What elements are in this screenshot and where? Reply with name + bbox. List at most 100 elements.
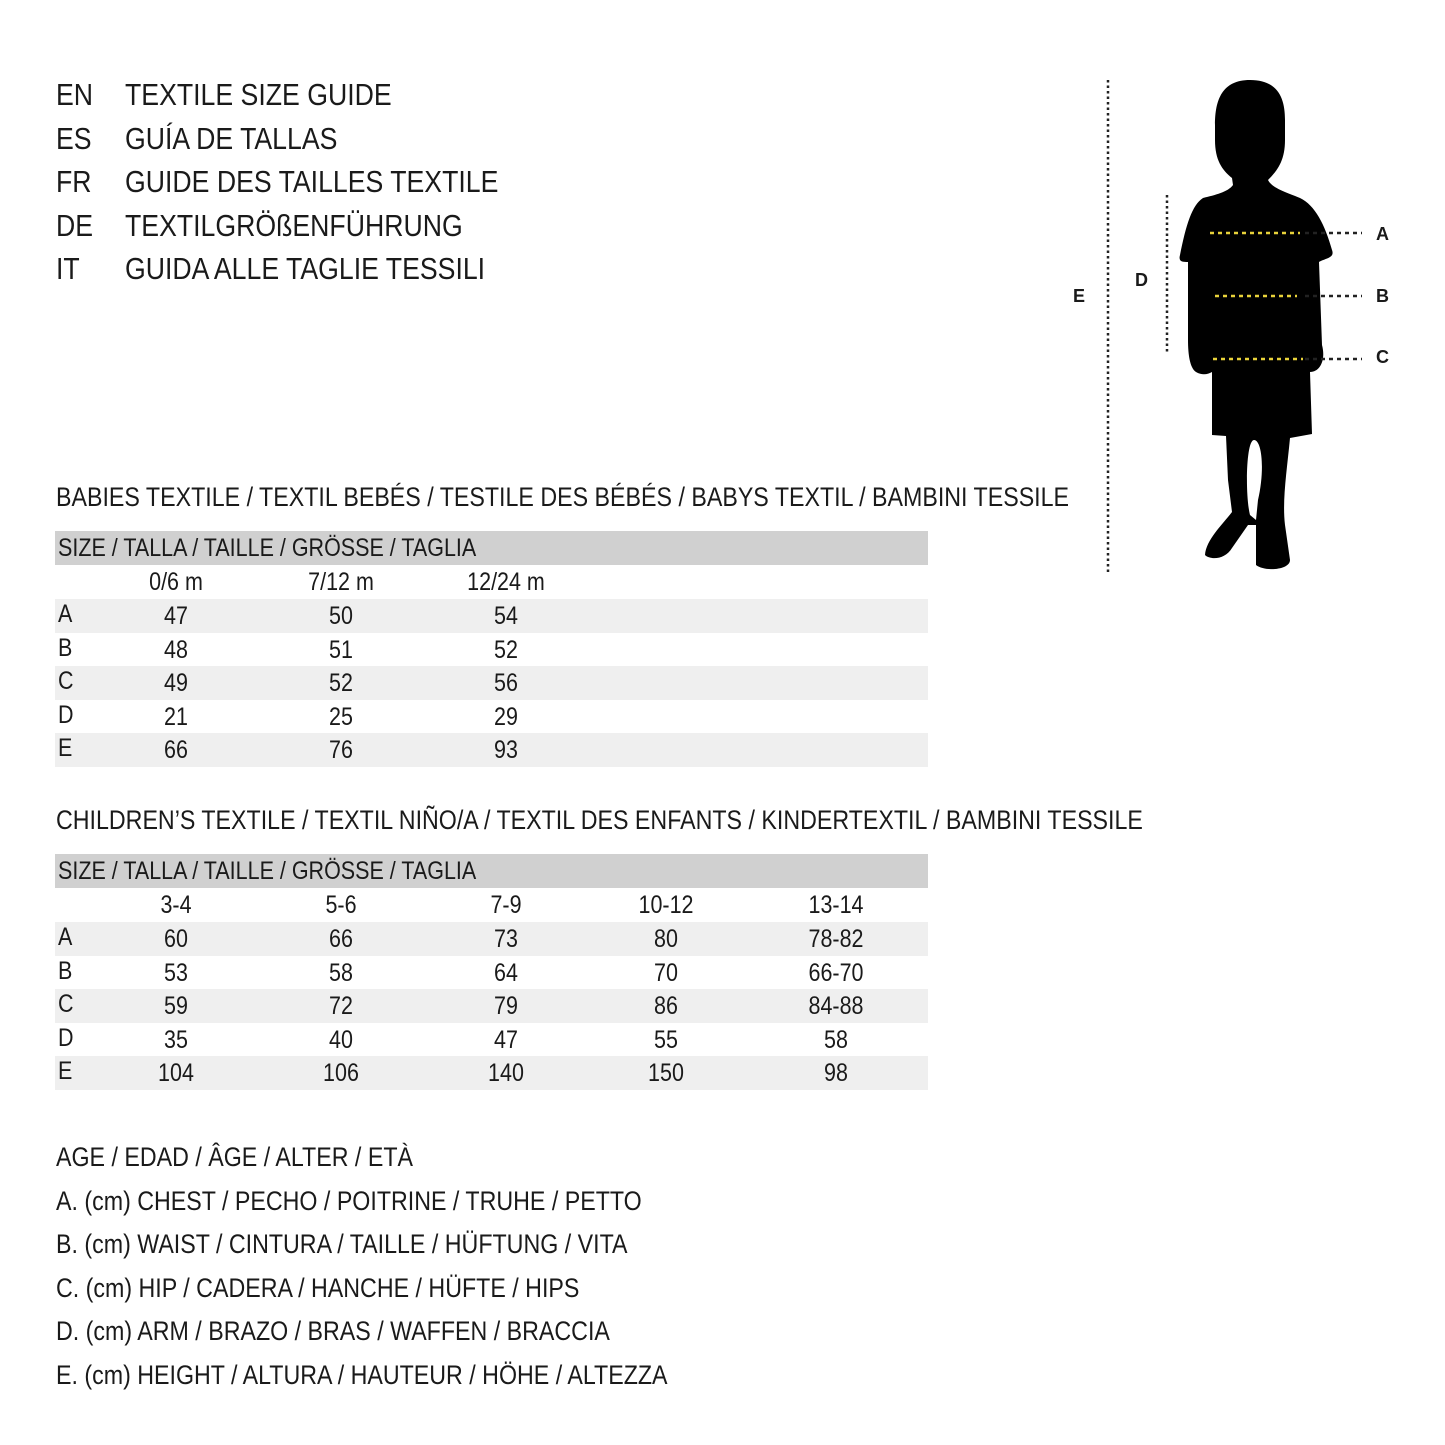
table-cell-text: 66-70: [808, 958, 864, 987]
child-silhouette-figure: [1106, 80, 1362, 572]
table-cell: 84-88: [804, 989, 868, 1023]
legend-line: AGE / EDAD / ÂGE / ALTER / ETÀ: [56, 1140, 471, 1174]
table-cell-text: 98: [824, 1059, 848, 1088]
table-cell-text: 21: [164, 702, 188, 731]
table-cell-text: 140: [488, 1059, 524, 1088]
table-cell-text: 60: [164, 925, 188, 953]
row-label: C: [58, 987, 76, 1021]
table-cell: 49: [162, 666, 190, 700]
legend-line: C. (cm) HIP / CADERA / HANCHE / HÜFTE / …: [56, 1271, 665, 1305]
language-code-text: IT: [56, 251, 80, 286]
table-cell-text: 70: [654, 958, 678, 987]
table-cell-text: 48: [164, 635, 188, 664]
row-stripe: [55, 599, 928, 633]
column-header: 12/24 m: [461, 565, 551, 599]
table-cell-text: 56: [494, 669, 518, 698]
legend-line-text: AGE / EDAD / ÂGE / ALTER / ETÀ: [56, 1142, 414, 1172]
table-cell-text: 106: [323, 1059, 359, 1088]
table-cell-text: 86: [654, 992, 678, 1021]
column-header-text: 10-12: [638, 891, 694, 919]
table-cell: 73: [492, 922, 520, 956]
table-cell: 54: [492, 599, 520, 633]
table-cell: 52: [327, 666, 355, 700]
table-cell: 25: [327, 700, 355, 734]
table-cell-text: 59: [164, 992, 188, 1021]
table-cell: 21: [162, 700, 190, 734]
table-cell-text: 79: [494, 992, 518, 1021]
row-label: C: [58, 664, 76, 698]
table-cell-text: 35: [164, 1025, 188, 1054]
table-cell-text: 66: [329, 925, 353, 953]
column-header-text: 13-14: [808, 891, 864, 919]
table-cell: 106: [320, 1056, 362, 1090]
table-cell: 47: [492, 1023, 520, 1057]
table-cell-text: 40: [329, 1025, 353, 1054]
guide-title-text: TEXTILGRÖßENFÜHRUNG: [125, 207, 463, 243]
language-code-text: ES: [56, 120, 92, 156]
table-cell-text: 49: [164, 669, 188, 698]
table-cell: 66: [162, 733, 190, 767]
guide-title: TEXTILGRÖßENFÜHRUNG: [125, 206, 518, 246]
guide-title-text: TEXTILE SIZE GUIDE: [125, 77, 392, 112]
legend-line: B. (cm) WAIST / CINTURA / TAILLE / HÜFTU…: [56, 1227, 721, 1261]
guide-title-text: GUIDE DES TAILLES TEXTILE: [125, 164, 499, 199]
table-cell-text: 52: [494, 635, 518, 664]
table-cell: 53: [162, 956, 190, 990]
legend-line-text: E. (cm) HEIGHT / ALTURA / HAUTEUR / HÖHE…: [56, 1359, 668, 1390]
legend-line-text: B. (cm) WAIST / CINTURA / TAILLE / HÜFTU…: [56, 1229, 628, 1259]
size-header-label-text: SIZE / TALLA / TAILLE / GRÖSSE / TAGLIA: [58, 534, 477, 562]
row-stripe: [55, 733, 928, 767]
row-label: A: [58, 920, 75, 954]
table-cell-text: 47: [494, 1025, 518, 1054]
section-heading-text: BABIES TEXTILE / TEXTIL BEBÉS / TESTILE …: [56, 482, 1070, 512]
label-d: D: [1135, 270, 1148, 290]
table-cell: 70: [652, 956, 680, 990]
legend-line: D. (cm) ARM / BRAZO / BRAS / WAFFEN / BR…: [56, 1314, 700, 1348]
row-label-text: A: [58, 600, 73, 628]
guide-title-text: GUIDA ALLE TAGLIE TESSILI: [125, 251, 486, 286]
legend-line: E. (cm) HEIGHT / ALTURA / HAUTEUR / HÖHE…: [56, 1358, 767, 1392]
table-cell-text: 52: [329, 669, 353, 698]
language-code: ES: [56, 119, 97, 159]
row-label-text: D: [58, 1023, 74, 1052]
row-stripe: [55, 989, 928, 1023]
table-cell: 150: [645, 1056, 687, 1090]
table-cell: 66: [327, 922, 355, 956]
row-label: D: [58, 698, 76, 732]
table-cell: 51: [327, 633, 355, 667]
table-cell: 80: [652, 922, 680, 956]
row-label: D: [58, 1021, 76, 1055]
table-cell-text: 104: [158, 1059, 194, 1088]
row-label: B: [58, 954, 75, 988]
row-label-text: B: [58, 956, 73, 985]
table-cell-text: 80: [654, 925, 678, 953]
row-label-text: C: [58, 990, 74, 1019]
column-header-text: 5-6: [325, 891, 357, 919]
table-cell-text: 25: [329, 702, 353, 731]
language-code-text: EN: [56, 77, 94, 112]
section-heading-text: CHILDREN’S TEXTILE / TEXTIL NIÑO/A / TEX…: [56, 805, 1143, 835]
table-cell-text: 150: [648, 1059, 684, 1088]
legend-line: A. (cm) CHEST / PECHO / POITRINE / TRUHE…: [56, 1184, 737, 1218]
row-label: B: [58, 631, 75, 665]
size-header-bar: [55, 531, 928, 565]
guide-title: TEXTILE SIZE GUIDE: [125, 75, 435, 115]
label-e: E: [1073, 286, 1086, 306]
table-cell: 58: [327, 956, 355, 990]
size-header-label: SIZE / TALLA / TAILLE / GRÖSSE / TAGLIA: [58, 531, 544, 565]
language-code-text: DE: [56, 207, 94, 243]
label-c: C: [1376, 347, 1389, 367]
table-cell-text: 50: [329, 602, 353, 630]
language-code-text: FR: [56, 164, 92, 199]
table-cell-text: 47: [164, 602, 188, 630]
row-stripe: [55, 1056, 928, 1090]
table-cell: 93: [492, 733, 520, 767]
section-heading: CHILDREN’S TEXTILE / TEXTIL NIÑO/A / TEX…: [56, 803, 1320, 837]
guide-title: GUIDE DES TAILLES TEXTILE: [125, 162, 559, 202]
legend-line-text: C. (cm) HIP / CADERA / HANCHE / HÜFTE / …: [56, 1272, 580, 1303]
table-cell: 47: [162, 599, 190, 633]
table-cell-text: 66: [164, 736, 188, 765]
size-header-label-text: SIZE / TALLA / TAILLE / GRÖSSE / TAGLIA: [58, 857, 477, 885]
row-label: A: [58, 597, 75, 631]
table-cell: 35: [162, 1023, 190, 1057]
